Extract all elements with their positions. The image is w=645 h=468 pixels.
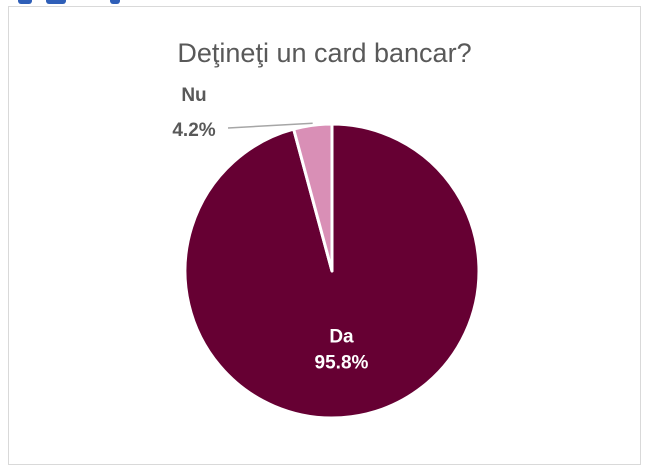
- slice-label-da-value: 95.8%: [315, 352, 369, 373]
- slice-label-da-name: Da: [329, 326, 354, 347]
- slice-label-nu-name: Nu: [181, 85, 206, 106]
- chart-title: Deţineţi un card bancar?: [177, 38, 472, 68]
- pie-slice-nu: [292, 122, 334, 273]
- nu-leader-line: [227, 122, 313, 129]
- top-edge-strip: [0, 0, 645, 6]
- slice-label-nu-value: 4.2%: [172, 120, 215, 141]
